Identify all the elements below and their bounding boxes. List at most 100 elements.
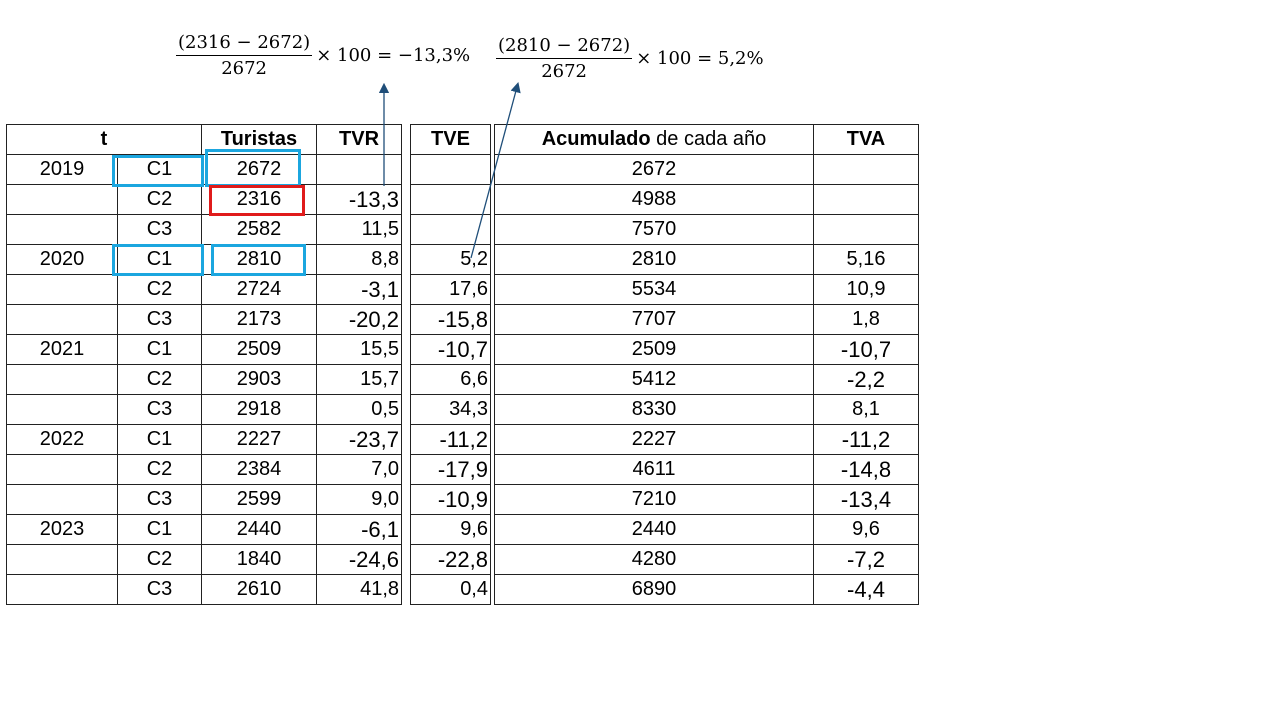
quarter-cell: C3 bbox=[116, 394, 203, 425]
table-row: 7570 bbox=[494, 214, 919, 245]
highlight-box-2019-c1 bbox=[112, 155, 204, 187]
acumulado-cell: 2227 bbox=[494, 424, 814, 455]
table-row: -11,2 bbox=[410, 424, 491, 455]
table-row: C2 2384 7,0 bbox=[6, 454, 403, 485]
table-row bbox=[410, 214, 491, 245]
quarter-cell: C1 bbox=[116, 334, 203, 365]
fraction-numerator: (2810 − 2672) bbox=[496, 35, 633, 59]
tvr-cell: 0,5 bbox=[316, 394, 403, 425]
year-cell bbox=[6, 574, 118, 605]
quarter-cell: C3 bbox=[116, 484, 203, 515]
table-row: 9,6 bbox=[410, 514, 491, 545]
tvr-cell: -20,2 bbox=[316, 304, 403, 335]
header-tve: TVE bbox=[410, 124, 491, 155]
tva-cell: -7,2 bbox=[813, 544, 919, 575]
table-row: C3 2599 9,0 bbox=[6, 484, 403, 515]
tvr-cell: 9,0 bbox=[316, 484, 403, 515]
acumulado-cell: 4988 bbox=[494, 184, 814, 215]
table-row: 2023 C1 2440 -6,1 bbox=[6, 514, 403, 545]
tve-cell: 9,6 bbox=[410, 514, 491, 545]
turistas-cell: 1840 bbox=[201, 544, 318, 575]
turistas-cell: 2724 bbox=[201, 274, 318, 305]
table-row: 8330 8,1 bbox=[494, 394, 919, 425]
tve-cell: -15,8 bbox=[410, 304, 491, 335]
fraction: (2810 − 2672) 2672 bbox=[496, 35, 633, 82]
table-row: 2509 -10,7 bbox=[494, 334, 919, 365]
table-row: 5534 10,9 bbox=[494, 274, 919, 305]
tvr-cell: 7,0 bbox=[316, 454, 403, 485]
quarter-cell: C1 bbox=[116, 514, 203, 545]
table-row: C3 2610 41,8 bbox=[6, 574, 403, 605]
table-row bbox=[410, 184, 491, 215]
fraction: (2316 − 2672) 2672 bbox=[176, 32, 313, 79]
year-cell: 2022 bbox=[6, 424, 118, 455]
table-row: 6890 -4,4 bbox=[494, 574, 919, 605]
highlight-box-2020-c1 bbox=[112, 244, 204, 276]
tve-cell bbox=[410, 184, 491, 215]
year-cell: 2020 bbox=[6, 244, 118, 275]
table-row: 5412 -2,2 bbox=[494, 364, 919, 395]
turistas-cell: 2903 bbox=[201, 364, 318, 395]
tve-cell: 34,3 bbox=[410, 394, 491, 425]
table-row: C2 2903 15,7 bbox=[6, 364, 403, 395]
quarter-cell: C2 bbox=[116, 184, 203, 215]
header-tvr: TVR bbox=[316, 124, 403, 155]
table-row: 7707 1,8 bbox=[494, 304, 919, 335]
formula-tvr: (2316 − 2672) 2672 × 100 = −13,3% bbox=[176, 32, 470, 79]
header-t: t bbox=[5, 124, 203, 155]
table-row: C2 2724 -3,1 bbox=[6, 274, 403, 305]
accumulated-table: Acumulado de cada año TVA 2672 4988 7570 28… bbox=[494, 124, 919, 605]
tve-table: TVE 5,2 17,6 -15,8 -10,7 6,6 34,3 -11,2 -17,9 -1… bbox=[410, 124, 491, 605]
quarter-cell: C1 bbox=[116, 424, 203, 455]
quarter-cell: C2 bbox=[116, 544, 203, 575]
table-header-row: Acumulado de cada año TVA bbox=[494, 124, 919, 155]
table-row: 2021 C1 2509 15,5 bbox=[6, 334, 403, 365]
quarter-cell: C2 bbox=[116, 274, 203, 305]
table-row: 2019 C1 2672 bbox=[6, 154, 403, 185]
tva-cell bbox=[813, 214, 919, 245]
tva-cell: -4,4 bbox=[813, 574, 919, 605]
quarter-cell: C3 bbox=[116, 214, 203, 245]
table-row: -10,9 bbox=[410, 484, 491, 515]
header-acumulado: Acumulado de cada año bbox=[494, 124, 814, 155]
table-row: -10,7 bbox=[410, 334, 491, 365]
year-cell: 2023 bbox=[6, 514, 118, 545]
table-row: 2440 9,6 bbox=[494, 514, 919, 545]
table-row: 34,3 bbox=[410, 394, 491, 425]
acumulado-cell: 7707 bbox=[494, 304, 814, 335]
fraction-denominator: 2672 bbox=[541, 61, 587, 82]
formula-result: × 100 = 5,2% bbox=[636, 48, 764, 69]
table-row: 5,2 bbox=[410, 244, 491, 275]
tvr-cell: -24,6 bbox=[316, 544, 403, 575]
table-row: 0,4 bbox=[410, 574, 491, 605]
tva-cell: -10,7 bbox=[813, 334, 919, 365]
table-row: C2 1840 -24,6 bbox=[6, 544, 403, 575]
tve-cell: 5,2 bbox=[410, 244, 491, 275]
arrow-to-formula-tve bbox=[470, 81, 521, 259]
table-row: 2810 5,16 bbox=[494, 244, 919, 275]
quarter-cell: C3 bbox=[116, 574, 203, 605]
acumulado-cell: 2810 bbox=[494, 244, 814, 275]
tvr-cell: -23,7 bbox=[316, 424, 403, 455]
table-row: 2227 -11,2 bbox=[494, 424, 919, 455]
tvr-cell bbox=[316, 154, 403, 185]
tva-cell: 8,1 bbox=[813, 394, 919, 425]
year-cell bbox=[6, 304, 118, 335]
highlight-box-2316 bbox=[209, 185, 305, 216]
header-acumulado-bold: Acumulado bbox=[541, 128, 651, 150]
acumulado-cell: 2440 bbox=[494, 514, 814, 545]
tvr-cell: 15,7 bbox=[316, 364, 403, 395]
acumulado-cell: 6890 bbox=[494, 574, 814, 605]
year-cell bbox=[6, 364, 118, 395]
formula-tve: (2810 − 2672) 2672 × 100 = 5,2% bbox=[496, 35, 764, 82]
acumulado-cell: 5412 bbox=[494, 364, 814, 395]
tourists-table: t Turistas TVR 2019 C1 2672 C2 2316 -13,3 C3 25… bbox=[5, 124, 403, 605]
tvr-cell: -6,1 bbox=[316, 514, 403, 545]
tve-cell: 0,4 bbox=[410, 574, 491, 605]
quarter-cell: C1 bbox=[116, 244, 203, 275]
turistas-cell: 2599 bbox=[201, 484, 318, 515]
tvr-cell: -3,1 bbox=[316, 274, 403, 305]
quarter-cell: C2 bbox=[116, 454, 203, 485]
year-cell bbox=[6, 214, 118, 245]
